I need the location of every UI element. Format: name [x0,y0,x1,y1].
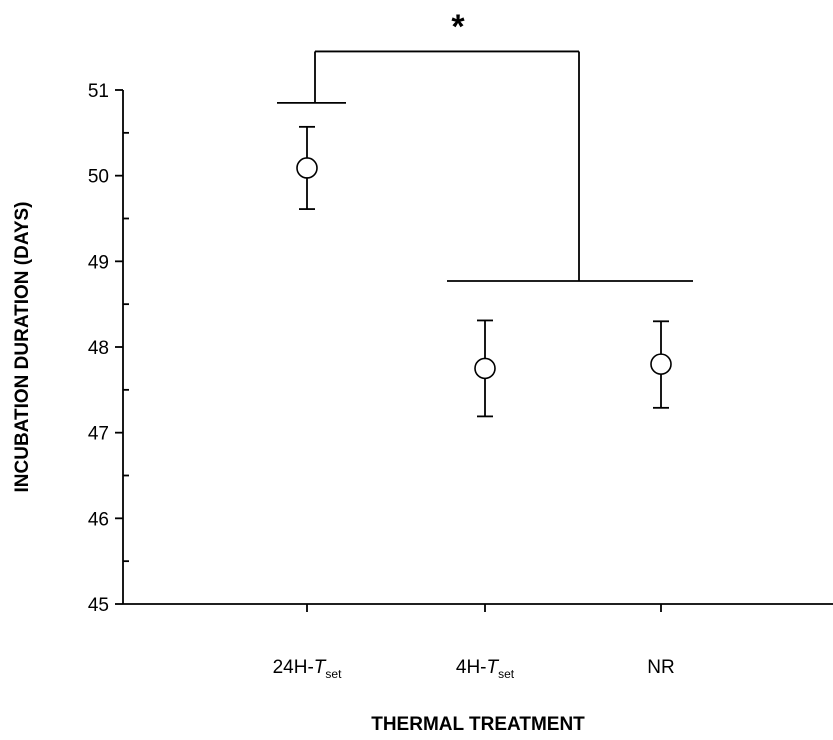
y-tick-label: 46 [88,509,109,530]
y-axis-title: INCUBATION DURATION (DAYS) [12,202,33,493]
data-point [296,157,318,179]
significance-label: * [451,8,465,46]
y-tick-label: 51 [88,81,109,102]
data-point [650,353,672,375]
ticks: 45 46 47 48 49 50 51 24H-Tset 4H-Tset NR [88,81,675,681]
data-marks [296,125,672,418]
y-tick-label: 47 [88,424,109,445]
y-tick-label: 50 [88,167,109,188]
x-category-label: 4H-Tset [456,657,515,681]
y-tick-label: 48 [88,338,109,359]
data-point [474,357,496,380]
axes [122,90,833,605]
x-category-label: NR [647,657,674,678]
x-category-label: 24H-Tset [273,657,342,681]
y-tick-label: 45 [88,595,109,616]
x-axis-title: THERMAL TREATMENT [371,714,585,735]
significance-bracket: * [277,8,693,282]
y-tick-label: 49 [88,252,109,273]
